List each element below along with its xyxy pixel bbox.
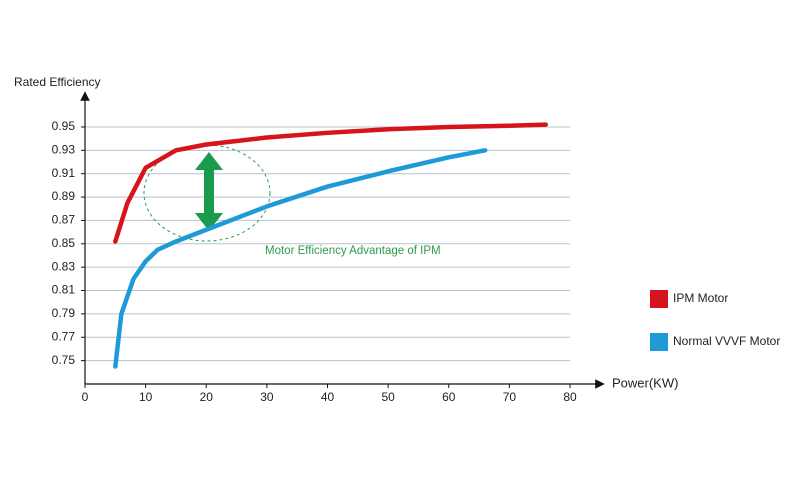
x-tick-label: 70 (503, 390, 517, 404)
x-tick-label: 0 (82, 390, 89, 404)
y-tick-label: 0.85 (52, 236, 76, 250)
y-tick-label: 0.75 (52, 353, 76, 367)
x-tick-label: 60 (442, 390, 456, 404)
y-tick-label: 0.89 (52, 189, 76, 203)
legend-swatch (650, 290, 668, 308)
x-tick-label: 10 (139, 390, 153, 404)
annotation: Motor Efficiency Advantage of IPM (265, 245, 441, 257)
y-tick-label: 0.93 (52, 143, 76, 157)
y-tick-label: 0.87 (52, 213, 76, 227)
legend-label: Normal VVVF Motor (673, 334, 780, 348)
y-tick-label: 0.77 (52, 329, 76, 343)
series-line (113, 122, 548, 244)
x-tick-label: 20 (200, 390, 214, 404)
advantage-arrow (195, 152, 223, 231)
y-tick-label: 0.91 (52, 166, 76, 180)
series-line (113, 148, 488, 369)
x-tick-label: 80 (563, 390, 577, 404)
highlight-ellipse (143, 144, 271, 242)
x-tick-label: 40 (321, 390, 335, 404)
y-tick-label: 0.79 (52, 306, 76, 320)
x-tick-label: 50 (381, 390, 395, 404)
x-tick-label: 30 (260, 390, 274, 404)
legend-label: IPM Motor (673, 291, 728, 305)
x-axis-label: Power(KW) (612, 375, 678, 390)
y-axis-label: Rated Efficiency (14, 75, 101, 89)
legend-swatch (650, 333, 668, 351)
y-tick-label: 0.95 (52, 119, 76, 133)
y-tick-label: 0.83 (52, 259, 76, 273)
y-tick-label: 0.81 (52, 283, 76, 297)
